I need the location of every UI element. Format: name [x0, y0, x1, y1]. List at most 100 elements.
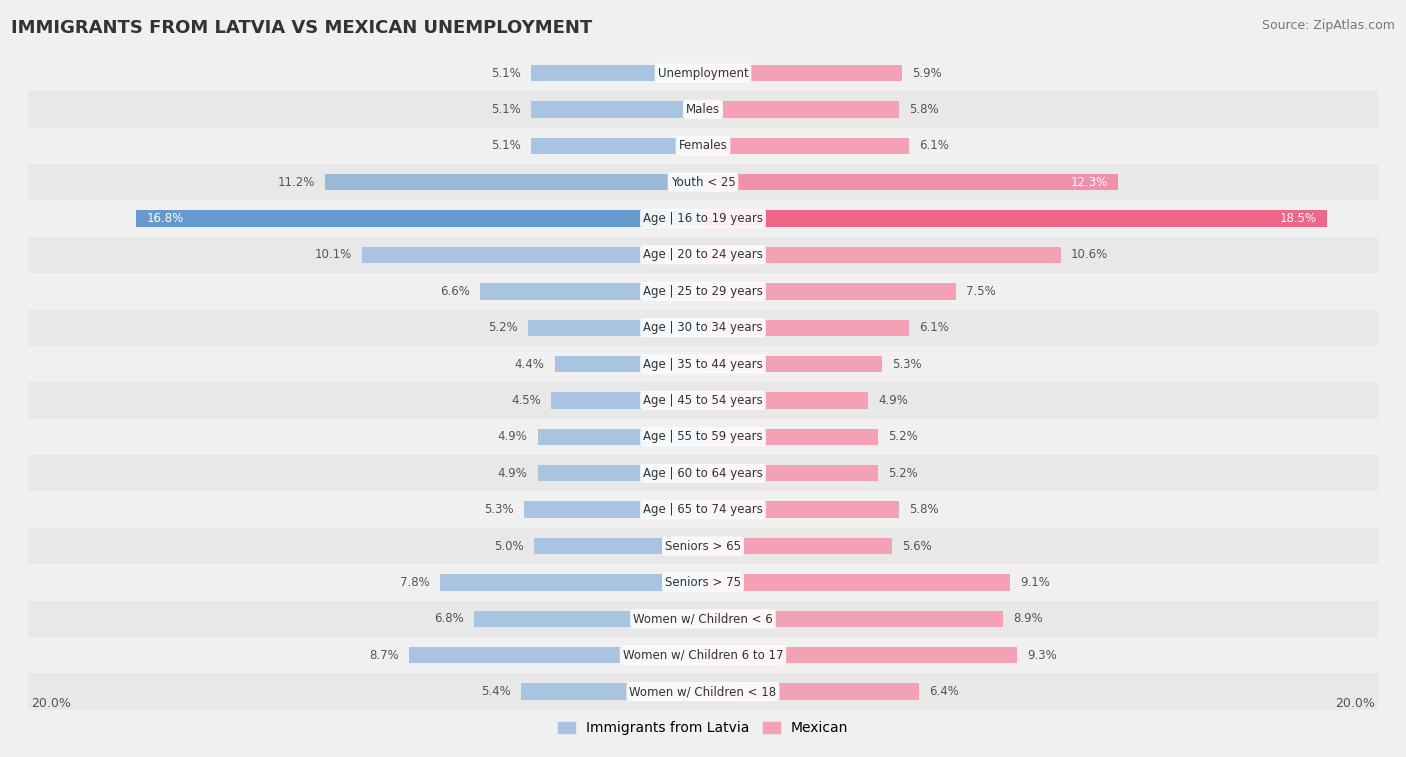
- Bar: [28, 674, 1378, 710]
- Text: 5.4%: 5.4%: [481, 685, 510, 698]
- Bar: [531, 101, 703, 117]
- Text: Age | 16 to 19 years: Age | 16 to 19 years: [643, 212, 763, 225]
- Text: 6.1%: 6.1%: [920, 321, 949, 334]
- Bar: [28, 455, 1378, 491]
- Text: Unemployment: Unemployment: [658, 67, 748, 79]
- Text: 20.0%: 20.0%: [1334, 697, 1375, 711]
- Bar: [703, 501, 898, 518]
- Text: 5.2%: 5.2%: [889, 467, 918, 480]
- Text: Age | 20 to 24 years: Age | 20 to 24 years: [643, 248, 763, 261]
- Text: 7.5%: 7.5%: [966, 285, 995, 298]
- Bar: [531, 65, 703, 81]
- Bar: [554, 356, 703, 372]
- Text: Age | 55 to 59 years: Age | 55 to 59 years: [643, 431, 763, 444]
- Bar: [481, 283, 703, 300]
- Bar: [703, 210, 1327, 227]
- Text: Age | 65 to 74 years: Age | 65 to 74 years: [643, 503, 763, 516]
- Bar: [363, 247, 703, 263]
- Bar: [136, 210, 703, 227]
- Bar: [703, 575, 1010, 590]
- Text: Age | 60 to 64 years: Age | 60 to 64 years: [643, 467, 763, 480]
- Text: 4.9%: 4.9%: [498, 467, 527, 480]
- Bar: [703, 283, 956, 300]
- Bar: [703, 647, 1017, 663]
- Text: 5.1%: 5.1%: [491, 139, 520, 152]
- Text: Seniors > 65: Seniors > 65: [665, 540, 741, 553]
- Bar: [703, 101, 898, 117]
- Text: Females: Females: [679, 139, 727, 152]
- Text: Source: ZipAtlas.com: Source: ZipAtlas.com: [1261, 19, 1395, 32]
- Text: Women w/ Children 6 to 17: Women w/ Children 6 to 17: [623, 649, 783, 662]
- Bar: [527, 319, 703, 336]
- Bar: [703, 465, 879, 481]
- Bar: [703, 537, 891, 554]
- Bar: [28, 491, 1378, 528]
- Bar: [28, 600, 1378, 637]
- Bar: [537, 428, 703, 445]
- Bar: [28, 91, 1378, 128]
- Text: 6.4%: 6.4%: [929, 685, 959, 698]
- Text: 5.1%: 5.1%: [491, 103, 520, 116]
- Text: Age | 30 to 34 years: Age | 30 to 34 years: [643, 321, 763, 334]
- Bar: [28, 310, 1378, 346]
- Text: 5.3%: 5.3%: [485, 503, 515, 516]
- Text: 11.2%: 11.2%: [277, 176, 315, 188]
- Bar: [703, 65, 903, 81]
- Text: 5.6%: 5.6%: [903, 540, 932, 553]
- Bar: [524, 501, 703, 518]
- Text: 5.8%: 5.8%: [908, 503, 938, 516]
- Text: 4.4%: 4.4%: [515, 357, 544, 371]
- Bar: [28, 273, 1378, 310]
- Bar: [551, 392, 703, 409]
- Text: Women w/ Children < 6: Women w/ Children < 6: [633, 612, 773, 625]
- Text: 5.2%: 5.2%: [488, 321, 517, 334]
- Text: Age | 35 to 44 years: Age | 35 to 44 years: [643, 357, 763, 371]
- Bar: [703, 356, 882, 372]
- Text: 6.1%: 6.1%: [920, 139, 949, 152]
- Bar: [409, 647, 703, 663]
- Bar: [703, 428, 879, 445]
- Text: 5.2%: 5.2%: [889, 431, 918, 444]
- Text: 4.9%: 4.9%: [879, 394, 908, 407]
- Bar: [28, 382, 1378, 419]
- Bar: [28, 55, 1378, 91]
- Text: Age | 25 to 29 years: Age | 25 to 29 years: [643, 285, 763, 298]
- Text: 6.8%: 6.8%: [433, 612, 464, 625]
- Bar: [703, 174, 1118, 190]
- Text: 10.6%: 10.6%: [1071, 248, 1108, 261]
- Bar: [28, 528, 1378, 564]
- Bar: [28, 237, 1378, 273]
- Text: 6.6%: 6.6%: [440, 285, 470, 298]
- Text: 5.8%: 5.8%: [908, 103, 938, 116]
- Legend: Immigrants from Latvia, Mexican: Immigrants from Latvia, Mexican: [553, 716, 853, 741]
- Bar: [28, 201, 1378, 237]
- Text: 10.1%: 10.1%: [315, 248, 352, 261]
- Text: 16.8%: 16.8%: [146, 212, 183, 225]
- Bar: [474, 611, 703, 627]
- Text: Women w/ Children < 18: Women w/ Children < 18: [630, 685, 776, 698]
- Text: 20.0%: 20.0%: [31, 697, 72, 711]
- Bar: [28, 564, 1378, 600]
- Bar: [703, 138, 908, 154]
- Text: 4.9%: 4.9%: [498, 431, 527, 444]
- Text: 9.1%: 9.1%: [1021, 576, 1050, 589]
- Bar: [28, 419, 1378, 455]
- Bar: [703, 684, 920, 699]
- Text: 5.9%: 5.9%: [912, 67, 942, 79]
- Bar: [703, 247, 1060, 263]
- Bar: [28, 164, 1378, 201]
- Text: 18.5%: 18.5%: [1279, 212, 1317, 225]
- Text: 5.1%: 5.1%: [491, 67, 520, 79]
- Text: 8.9%: 8.9%: [1014, 612, 1043, 625]
- Bar: [703, 319, 908, 336]
- Bar: [534, 537, 703, 554]
- Text: IMMIGRANTS FROM LATVIA VS MEXICAN UNEMPLOYMENT: IMMIGRANTS FROM LATVIA VS MEXICAN UNEMPL…: [11, 19, 592, 37]
- Text: 5.3%: 5.3%: [891, 357, 921, 371]
- Text: 12.3%: 12.3%: [1071, 176, 1108, 188]
- Bar: [440, 575, 703, 590]
- Bar: [531, 138, 703, 154]
- Text: Age | 45 to 54 years: Age | 45 to 54 years: [643, 394, 763, 407]
- Bar: [703, 392, 869, 409]
- Bar: [28, 346, 1378, 382]
- Bar: [28, 128, 1378, 164]
